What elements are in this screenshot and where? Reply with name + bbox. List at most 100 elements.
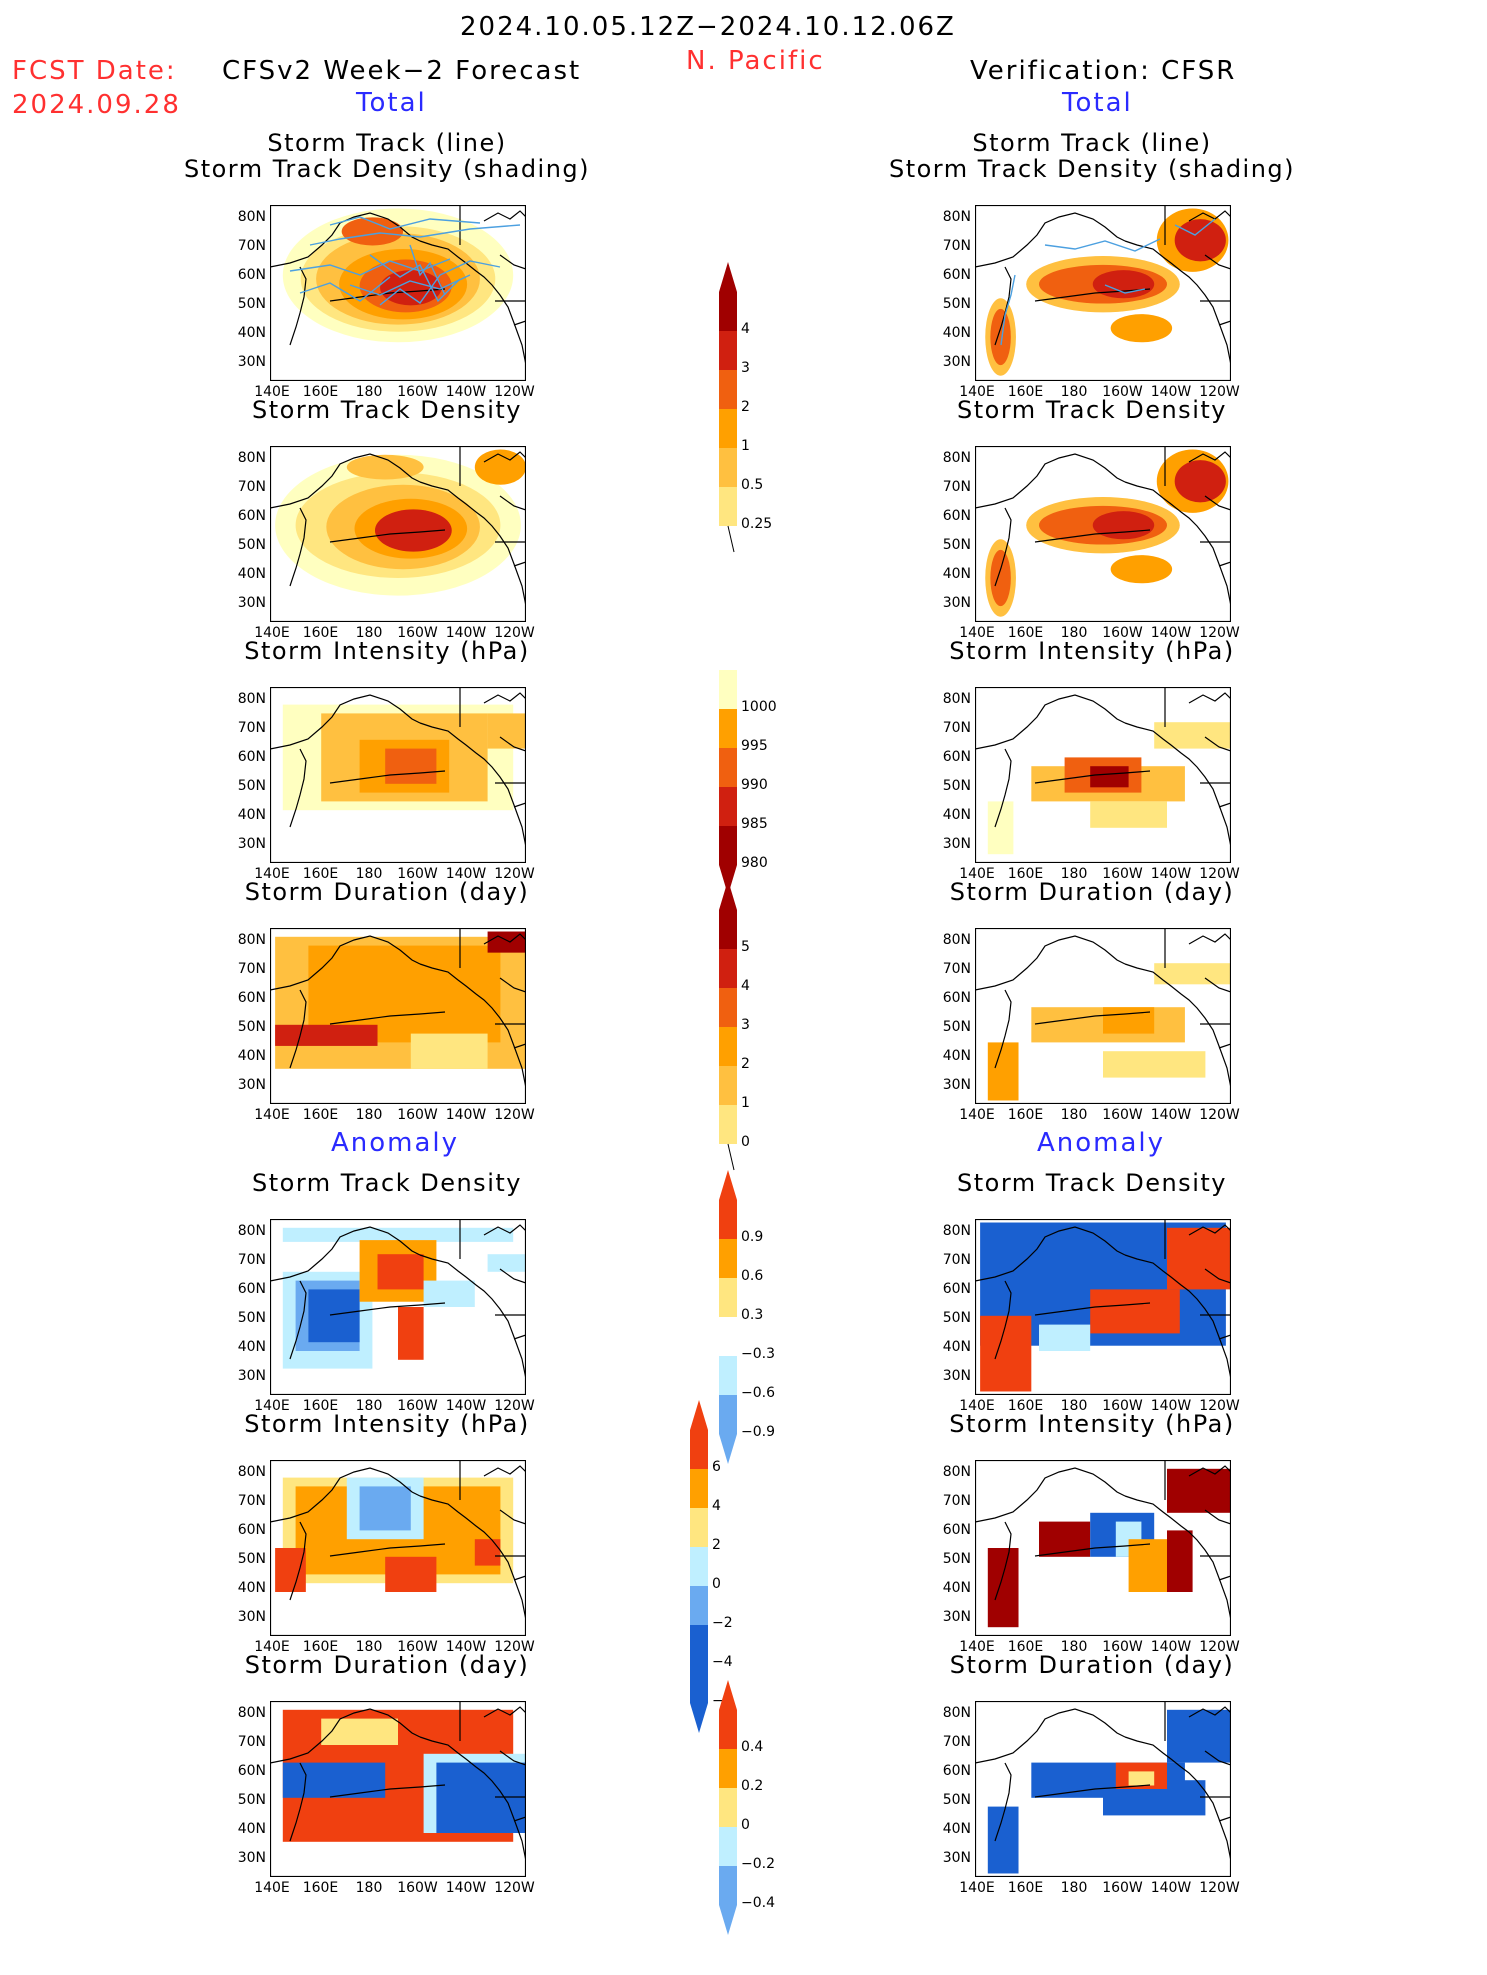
lat-tick-label: 70N xyxy=(942,238,971,254)
lon-tick-label: 140E xyxy=(959,866,995,882)
lat-tick-label: 70N xyxy=(237,1252,266,1268)
lon-tick-label: 160E xyxy=(1007,1880,1044,1896)
lon-tick-label: 160W xyxy=(1102,384,1143,400)
lat-tick-label: 60N xyxy=(942,1522,971,1538)
total-label-left: Total xyxy=(356,88,427,118)
lon-tick-label: 180 xyxy=(355,866,383,882)
lon-tick-label: 140W xyxy=(1150,384,1192,400)
map-plot xyxy=(270,205,526,381)
colorbar-label: 4 xyxy=(741,978,750,994)
lat-tick-label: 70N xyxy=(942,479,971,495)
lon-tick-label: 120W xyxy=(494,625,535,641)
lat-tick-label: 40N xyxy=(237,325,266,341)
anomaly-label-left: Anomaly xyxy=(331,1128,460,1158)
lon-tick-label: 180 xyxy=(355,625,383,641)
forecast-density-anomaly-map xyxy=(270,1219,526,1395)
lon-tick-label: 120W xyxy=(494,1398,535,1414)
lon-tick-label: 120W xyxy=(1199,384,1240,400)
colorbar-label: 0 xyxy=(741,1134,750,1150)
lon-tick-label: 120W xyxy=(1199,866,1240,882)
lat-tick-label: 60N xyxy=(237,1763,266,1779)
title-intensity-right: Storm Intensity (hPa) xyxy=(949,637,1235,665)
lat-tick-label: 50N xyxy=(942,778,971,794)
lat-tick-label: 30N xyxy=(237,1609,266,1625)
lat-tick-label: 60N xyxy=(237,508,266,524)
lon-tick-label: 120W xyxy=(1199,625,1240,641)
lat-tick-label: 30N xyxy=(237,1850,266,1866)
lon-tick-label: 160W xyxy=(397,1639,438,1655)
title-intensity-left: Storm Intensity (hPa) xyxy=(244,637,530,665)
lon-tick-label: 160W xyxy=(1102,625,1143,641)
lon-tick-label: 140W xyxy=(1150,1880,1192,1896)
verification-intensity-map xyxy=(975,687,1231,863)
lon-tick-label: 180 xyxy=(355,1639,383,1655)
lat-tick-label: 30N xyxy=(942,595,971,611)
lon-tick-label: 140W xyxy=(445,866,487,882)
title-intensity-anom-right: Storm Intensity (hPa) xyxy=(949,1410,1235,1438)
lat-tick-label: 70N xyxy=(942,961,971,977)
lat-tick-label: 70N xyxy=(237,1734,266,1750)
colorbar-label: 0 xyxy=(712,1576,721,1592)
lat-tick-label: 60N xyxy=(237,1281,266,1297)
lat-tick-label: 30N xyxy=(237,1368,266,1384)
lon-tick-label: 120W xyxy=(494,384,535,400)
lon-tick-label: 140E xyxy=(959,1107,995,1123)
lat-tick-label: 50N xyxy=(237,537,266,553)
lat-tick-label: 50N xyxy=(237,1792,266,1808)
lon-tick-label: 160E xyxy=(1007,1639,1044,1655)
lat-tick-label: 40N xyxy=(942,1580,971,1596)
lon-tick-label: 160E xyxy=(302,1107,339,1123)
lat-tick-label: 50N xyxy=(237,1310,266,1326)
lat-tick-label: 50N xyxy=(942,1310,971,1326)
lat-tick-label: 70N xyxy=(942,1252,971,1268)
lat-tick-label: 70N xyxy=(942,1734,971,1750)
verification-duration-map xyxy=(975,928,1231,1104)
lat-tick-label: 40N xyxy=(237,566,266,582)
colorbar-label: −0.2 xyxy=(741,1856,775,1872)
lon-tick-label: 120W xyxy=(494,1639,535,1655)
lon-tick-label: 140W xyxy=(445,1639,487,1655)
lon-tick-label: 140W xyxy=(1150,1639,1192,1655)
lon-tick-label: 140E xyxy=(254,1639,290,1655)
lat-tick-label: 70N xyxy=(237,720,266,736)
lon-tick-label: 160W xyxy=(397,1107,438,1123)
lat-tick-label: 40N xyxy=(237,1580,266,1596)
lat-tick-label: 70N xyxy=(942,1493,971,1509)
lon-tick-label: 120W xyxy=(1199,1398,1240,1414)
lat-tick-label: 30N xyxy=(237,354,266,370)
colorbar-label: 2 xyxy=(741,399,750,415)
lat-tick-label: 80N xyxy=(237,1705,266,1721)
lon-tick-label: 180 xyxy=(355,1398,383,1414)
lat-tick-label: 40N xyxy=(237,807,266,823)
map-plot xyxy=(270,1701,526,1877)
colorbar-label: 4 xyxy=(741,321,750,337)
lon-tick-label: 140W xyxy=(445,1107,487,1123)
lon-tick-label: 160W xyxy=(397,625,438,641)
total-label-right: Total xyxy=(1062,88,1133,118)
lon-tick-label: 160E xyxy=(302,625,339,641)
colorbar-label: −4 xyxy=(712,1654,733,1670)
colorbar-label: 1 xyxy=(741,438,750,454)
lat-tick-label: 80N xyxy=(237,1464,266,1480)
lon-tick-label: 140E xyxy=(959,1398,995,1414)
anomaly-label-right: Anomaly xyxy=(1037,1128,1166,1158)
lat-tick-label: 60N xyxy=(237,267,266,283)
lon-tick-label: 160W xyxy=(397,1398,438,1414)
lat-tick-label: 50N xyxy=(237,778,266,794)
map-plot xyxy=(270,687,526,863)
lon-tick-label: 180 xyxy=(1060,625,1088,641)
lon-tick-label: 140W xyxy=(1150,866,1192,882)
lat-tick-label: 60N xyxy=(942,1763,971,1779)
map-plot xyxy=(270,1460,526,1636)
forecast-intensity-map xyxy=(270,687,526,863)
lon-tick-label: 160E xyxy=(1007,1398,1044,1414)
lat-tick-label: 50N xyxy=(942,296,971,312)
lat-tick-label: 40N xyxy=(942,325,971,341)
title-density-left: Storm Track Density xyxy=(252,396,522,424)
fcst-date-label: FCST Date: xyxy=(12,56,177,86)
lon-tick-label: 180 xyxy=(355,1107,383,1123)
forecast-column-title: CFSv2 Week−2 Forecast xyxy=(222,56,582,86)
period-title: 2024.10.05.12Z−2024.10.12.06Z xyxy=(460,12,956,42)
lon-tick-label: 140E xyxy=(254,1107,290,1123)
lat-tick-label: 60N xyxy=(237,990,266,1006)
